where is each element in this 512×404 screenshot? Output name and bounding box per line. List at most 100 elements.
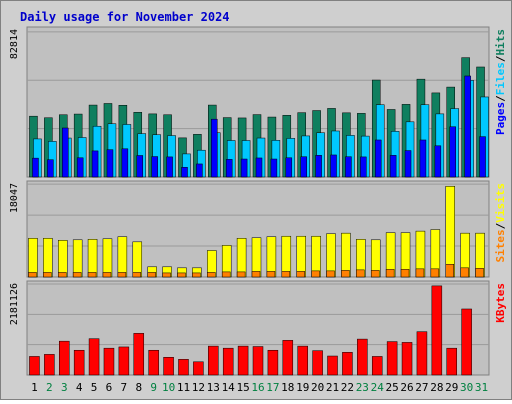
bar-kbytes-19 — [297, 345, 308, 376]
x-tick-label: 12 — [192, 381, 205, 394]
bar-visits-1 — [28, 238, 38, 278]
bar-pages-8 — [136, 155, 144, 178]
bar-kbytes-23 — [357, 338, 368, 376]
panel-kbytes: 2181126 KBytes — [9, 280, 507, 376]
bar-kbytes-17 — [267, 349, 279, 376]
bar-kbytes-5 — [88, 338, 100, 376]
bar-sites-26 — [400, 269, 410, 278]
x-tick-label: 6 — [106, 381, 113, 394]
bar-pages-25 — [389, 155, 397, 178]
x-tick-label: 4 — [76, 381, 83, 394]
bar-pages-11 — [181, 167, 188, 178]
bar-pages-1 — [32, 157, 39, 178]
bar-sites-19 — [296, 271, 305, 278]
bar-pages-9 — [151, 156, 158, 178]
bar-sites-16 — [251, 271, 261, 278]
legend-item: Pages — [494, 102, 507, 135]
panels: 82814Pages/Files/Hits18047Sites/Visits21… — [9, 26, 507, 376]
x-tick-label: 5 — [91, 381, 98, 394]
bar-pages-30 — [464, 75, 471, 178]
x-axis-labels: 1 2 3 4 5 6 7 8 9 10 11 12 13 14 15 16 17 18 19 20 21 22 23 24 2… — [31, 381, 488, 394]
bar-kbytes-27 — [416, 331, 428, 376]
legend-item: Hits — [494, 29, 507, 56]
bar-kbytes-1 — [29, 356, 40, 376]
bar-pages-6 — [106, 149, 114, 178]
bar-kbytes-18 — [282, 340, 294, 376]
bar-visits-7 — [117, 236, 128, 278]
y-max-label: 2181126 — [9, 283, 20, 325]
bar-pages-7 — [121, 148, 129, 178]
bar-kbytes-22 — [342, 352, 353, 376]
bar-kbytes-12 — [193, 361, 204, 376]
bar-sites-30 — [460, 267, 469, 278]
bar-pages-23 — [360, 156, 367, 178]
bar-visits-6 — [102, 238, 113, 278]
x-tick-label: 14 — [222, 381, 236, 394]
bar-kbytes-9 — [148, 349, 159, 376]
bar-sites-28 — [430, 268, 440, 278]
bar-kbytes-20 — [312, 350, 323, 376]
bar-kbytes-25 — [386, 341, 398, 376]
bar-pages-15 — [240, 158, 248, 178]
bar-sites-5 — [87, 272, 97, 278]
legend-item: Visits — [494, 183, 507, 223]
y-max-label: 18047 — [9, 183, 20, 213]
bar-visits-15 — [236, 238, 247, 278]
bar-kbytes-26 — [401, 342, 413, 376]
bar-sites-18 — [281, 271, 291, 278]
x-tick-label: 26 — [400, 381, 413, 394]
x-tick-label: 2 — [46, 381, 53, 394]
bar-visits-29 — [445, 186, 455, 278]
bar-sites-7 — [117, 272, 127, 278]
x-tick-label: 24 — [371, 381, 385, 394]
bar-visits-21 — [326, 233, 336, 278]
bar-kbytes-15 — [237, 345, 249, 376]
legend-item: Sites — [494, 229, 507, 262]
x-tick-label: 22 — [341, 381, 354, 394]
bar-kbytes-6 — [103, 347, 115, 376]
bar-kbytes-4 — [73, 349, 85, 376]
bar-sites-20 — [311, 270, 320, 278]
bar-sites-24 — [370, 270, 380, 278]
bar-pages-22 — [345, 156, 352, 178]
bar-sites-21 — [326, 270, 335, 278]
legend-item: KBytes — [494, 283, 507, 323]
x-tick-label: 28 — [430, 381, 443, 394]
bar-sites-3 — [58, 272, 67, 278]
bar-sites-17 — [266, 271, 276, 278]
x-tick-label: 25 — [386, 381, 399, 394]
bar-kbytes-14 — [222, 347, 234, 376]
bar-pages-28 — [434, 145, 442, 178]
bar-pages-24 — [374, 139, 382, 178]
bar-sites-27 — [415, 268, 425, 278]
x-tick-label: 9 — [150, 381, 157, 394]
x-tick-label: 16 — [251, 381, 264, 394]
x-tick-label: 23 — [356, 381, 369, 394]
bar-kbytes-21 — [327, 355, 338, 376]
bar-sites-25 — [385, 269, 395, 278]
bar-sites-4 — [72, 272, 82, 278]
bar-visits-18 — [281, 235, 292, 278]
bar-visits-2 — [43, 238, 53, 278]
bar-visits-16 — [251, 237, 262, 278]
bar-pages-20 — [315, 155, 322, 178]
bar-pages-4 — [76, 157, 84, 178]
bar-sites-13 — [207, 272, 216, 278]
bar-sites-1 — [28, 272, 37, 278]
bar-pages-13 — [211, 118, 218, 178]
bar-pages-31 — [479, 136, 486, 178]
x-tick-label: 1 — [31, 381, 38, 394]
x-tick-label: 17 — [266, 381, 279, 394]
panel-visits-sites: 18047 Sites/Visits — [9, 180, 507, 278]
bar-kbytes-29 — [446, 347, 457, 376]
bar-pages-5 — [91, 150, 99, 178]
bar-pages-19 — [300, 156, 307, 178]
bar-pages-3 — [62, 127, 69, 178]
legend-item: / — [494, 222, 507, 229]
x-tick-label: 10 — [162, 381, 175, 394]
bar-pages-18 — [285, 157, 293, 178]
bar-sites-10 — [162, 272, 171, 278]
x-tick-label: 7 — [121, 381, 128, 394]
